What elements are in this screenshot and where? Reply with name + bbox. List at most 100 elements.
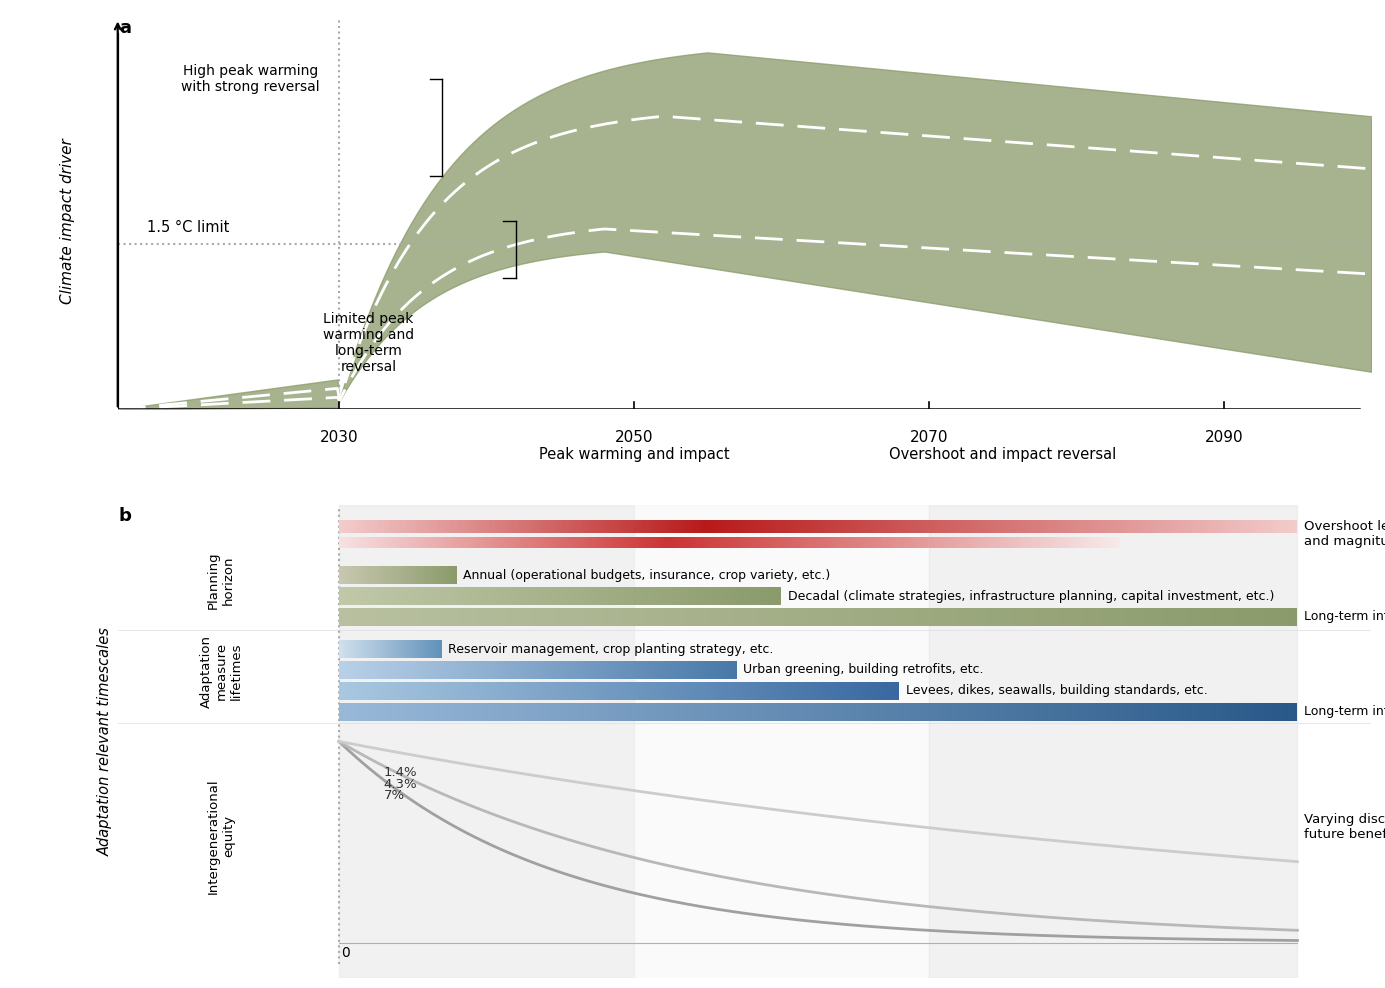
Bar bbox=[439, 608, 445, 626]
Bar bbox=[612, 702, 616, 720]
Bar bbox=[1089, 536, 1091, 548]
Bar bbox=[485, 661, 486, 679]
Bar bbox=[814, 520, 819, 534]
Bar bbox=[1029, 608, 1033, 626]
Bar bbox=[476, 661, 478, 679]
Bar bbox=[511, 608, 517, 626]
Text: Annual (operational budgets, insurance, crop variety, etc.): Annual (operational budgets, insurance, … bbox=[463, 569, 831, 582]
Bar bbox=[373, 682, 375, 700]
Bar bbox=[767, 520, 770, 534]
Bar bbox=[482, 536, 485, 548]
Bar bbox=[884, 536, 886, 548]
Bar bbox=[353, 661, 355, 679]
Bar bbox=[967, 702, 971, 720]
Bar bbox=[391, 661, 393, 679]
Bar bbox=[345, 520, 349, 534]
Bar bbox=[735, 661, 737, 679]
Bar bbox=[684, 587, 686, 605]
Bar bbox=[576, 536, 579, 548]
Bar bbox=[1078, 608, 1082, 626]
Bar bbox=[1096, 702, 1101, 720]
Bar bbox=[674, 702, 679, 720]
Bar bbox=[339, 536, 342, 548]
Bar bbox=[1029, 520, 1032, 534]
Bar bbox=[1068, 520, 1071, 534]
Bar bbox=[652, 682, 655, 700]
Bar bbox=[616, 702, 622, 720]
Bar bbox=[706, 587, 708, 605]
Bar bbox=[436, 661, 439, 679]
Bar bbox=[737, 536, 740, 548]
Bar bbox=[726, 661, 727, 679]
Bar bbox=[708, 608, 713, 626]
Bar bbox=[870, 520, 873, 534]
Bar bbox=[399, 587, 400, 605]
Bar bbox=[406, 702, 411, 720]
Bar bbox=[758, 520, 760, 534]
Bar bbox=[776, 702, 780, 720]
Bar bbox=[1078, 520, 1080, 534]
Bar bbox=[353, 682, 356, 700]
Bar bbox=[409, 520, 413, 534]
Bar bbox=[787, 536, 789, 548]
Bar bbox=[614, 587, 615, 605]
Bar bbox=[602, 682, 605, 700]
Bar bbox=[1072, 702, 1078, 720]
Bar bbox=[860, 520, 863, 534]
Bar bbox=[636, 682, 638, 700]
Bar bbox=[367, 702, 373, 720]
Bar bbox=[1084, 536, 1087, 548]
Bar bbox=[784, 536, 787, 548]
Bar bbox=[615, 536, 618, 548]
Bar bbox=[508, 661, 510, 679]
Bar bbox=[630, 520, 633, 534]
Bar bbox=[688, 702, 694, 720]
Bar bbox=[411, 608, 416, 626]
Bar bbox=[638, 536, 641, 548]
Bar bbox=[359, 682, 361, 700]
Bar bbox=[1029, 536, 1032, 548]
Bar bbox=[609, 587, 611, 605]
Bar bbox=[533, 520, 537, 534]
Bar bbox=[535, 661, 536, 679]
Bar bbox=[1158, 702, 1163, 720]
Bar bbox=[931, 536, 933, 548]
Bar bbox=[789, 682, 792, 700]
Bar bbox=[999, 536, 1000, 548]
Bar bbox=[730, 587, 733, 605]
Bar bbox=[752, 587, 755, 605]
Bar bbox=[681, 587, 684, 605]
Bar bbox=[428, 682, 431, 700]
Bar bbox=[361, 520, 364, 534]
Text: Levees, dikes, seawalls, building standards, etc.: Levees, dikes, seawalls, building standa… bbox=[906, 685, 1208, 698]
Bar bbox=[1168, 702, 1173, 720]
Bar bbox=[640, 587, 643, 605]
Bar bbox=[837, 536, 839, 548]
Bar bbox=[596, 661, 598, 679]
Bar bbox=[1019, 536, 1022, 548]
Bar bbox=[953, 520, 956, 534]
Bar bbox=[512, 682, 515, 700]
Bar bbox=[464, 661, 467, 679]
Text: Intergenerational
equity: Intergenerational equity bbox=[206, 779, 235, 894]
Bar bbox=[418, 520, 422, 534]
Bar bbox=[835, 682, 838, 700]
Bar bbox=[1226, 608, 1230, 626]
Bar bbox=[702, 587, 704, 605]
Bar bbox=[780, 587, 781, 605]
Bar bbox=[1068, 536, 1071, 548]
Bar bbox=[1093, 520, 1096, 534]
Bar bbox=[571, 587, 573, 605]
Bar bbox=[1278, 702, 1283, 720]
Bar bbox=[609, 661, 612, 679]
Bar bbox=[656, 536, 659, 548]
Bar bbox=[496, 520, 499, 534]
Bar bbox=[692, 682, 695, 700]
Bar bbox=[492, 520, 496, 534]
Bar bbox=[1240, 520, 1244, 534]
Bar bbox=[1140, 702, 1144, 720]
Bar bbox=[540, 682, 543, 700]
Bar bbox=[971, 608, 976, 626]
Bar bbox=[910, 536, 913, 548]
Bar bbox=[529, 682, 532, 700]
